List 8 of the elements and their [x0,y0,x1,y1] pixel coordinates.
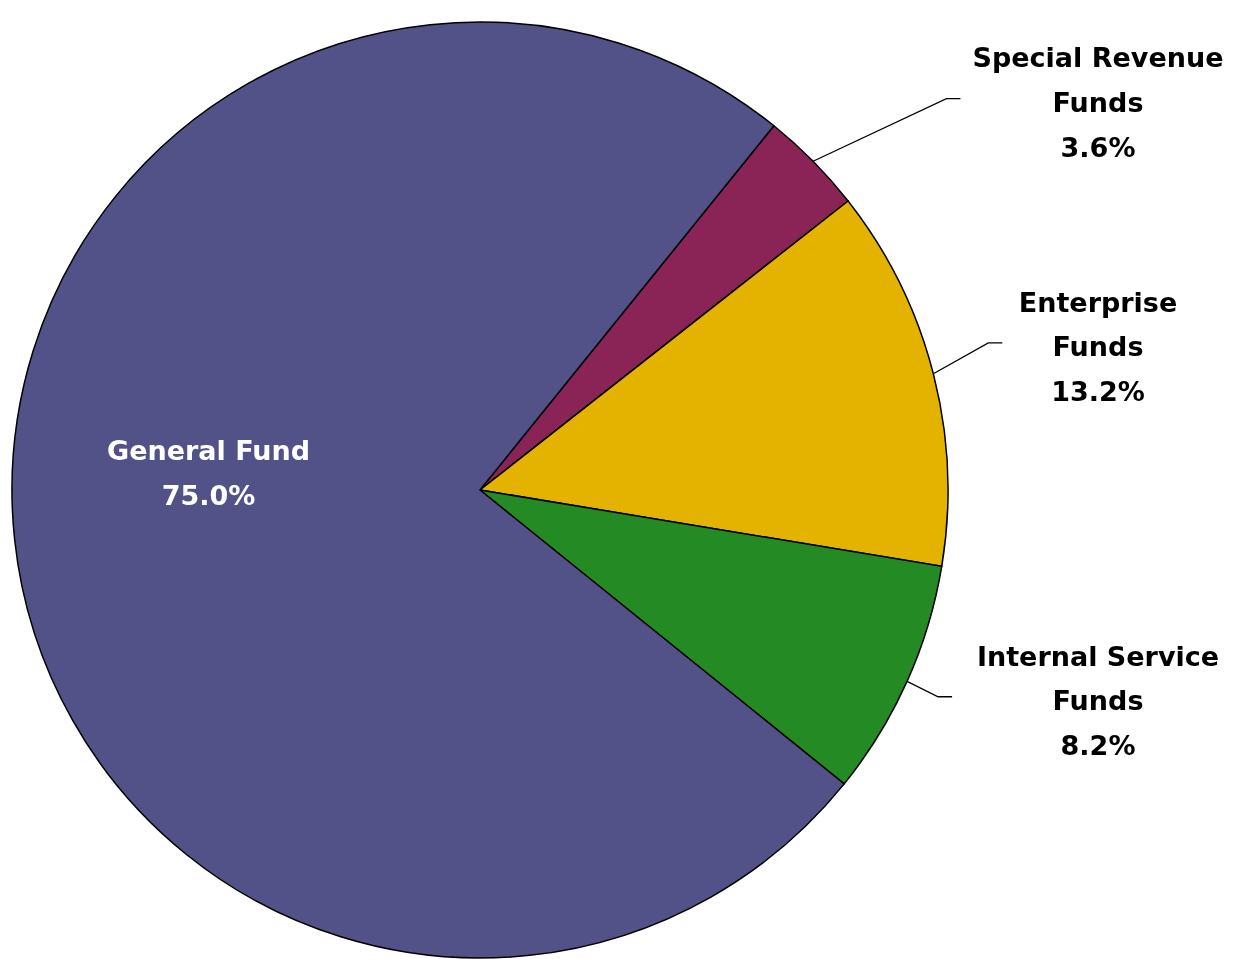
data-label: 8.2% [1060,729,1136,761]
data-label: 3.6% [1060,131,1136,163]
slice-label: Internal Service Funds [976,640,1220,717]
slice-label: Enterprise Funds [1018,286,1178,363]
data-label: 13.2% [1051,375,1145,407]
data-label: 75.0% [161,479,256,511]
slice-label: Special Revenue Funds [972,42,1224,118]
slice-label: General Fund [107,435,311,466]
